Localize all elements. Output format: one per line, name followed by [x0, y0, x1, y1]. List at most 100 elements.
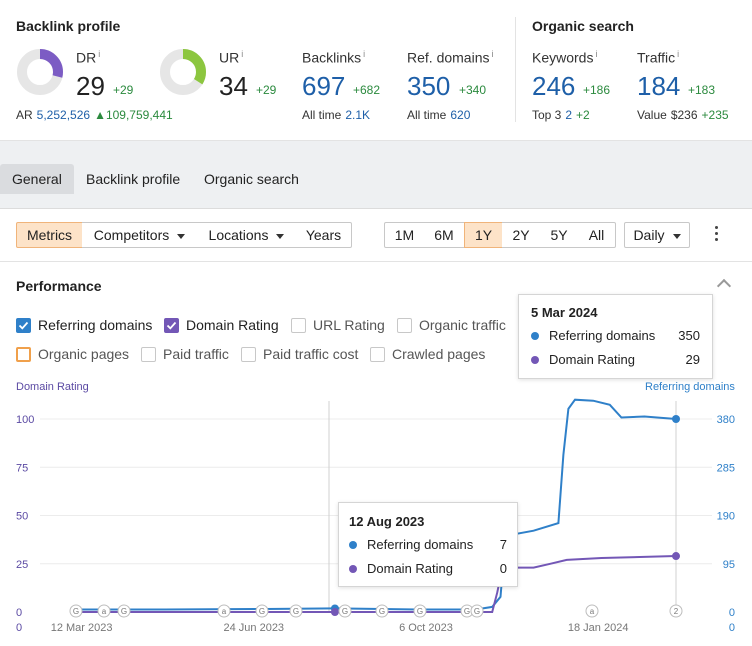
range-all-button[interactable]: All [578, 222, 616, 248]
left-tick-label: 25 [16, 559, 28, 571]
event-marker-label: G [259, 607, 265, 616]
years-button[interactable]: Years [296, 222, 352, 248]
range-1m-button[interactable]: 1M [384, 222, 425, 248]
event-marker-label: G [379, 607, 385, 616]
traffic-label[interactable]: Traffic i [637, 49, 680, 66]
event-marker-icon [669, 604, 683, 618]
checkbox-crawled-pages[interactable]: Crawled pages [370, 346, 490, 364]
ur-label[interactable]: UR i [219, 49, 244, 66]
traffic-value[interactable]: 184 [637, 71, 681, 101]
event-marker-label: a [590, 607, 595, 616]
event-marker-icon [69, 604, 83, 618]
range-5y-button[interactable]: 5Y [540, 222, 579, 248]
range-2y-button[interactable]: 2Y [502, 222, 541, 248]
tab-backlink-profile[interactable]: Backlink profile [86, 171, 181, 187]
tab-general[interactable]: General [0, 164, 74, 194]
interval-dropdown[interactable]: Daily [624, 222, 690, 248]
keywords-value[interactable]: 246 [532, 71, 576, 101]
event-marker-icon [338, 604, 352, 618]
event-marker-icon [375, 604, 389, 618]
ur-value[interactable]: 34 [219, 71, 248, 101]
checkbox-paid-traffic-cost[interactable]: Paid traffic cost [241, 346, 366, 364]
checkbox-organic-pages[interactable]: Organic pages [16, 346, 136, 364]
more-options-icon[interactable] [711, 226, 721, 246]
backlinks-label[interactable]: Backlinks i [302, 49, 366, 66]
left-tick-label: 100 [16, 414, 34, 426]
checkbox-empty-icon [291, 318, 306, 333]
chevron-up-icon[interactable] [716, 278, 732, 294]
dr-label[interactable]: DR i [76, 49, 101, 66]
event-marker-label: G [121, 607, 127, 616]
divider [0, 261, 752, 262]
ref-domains-alltime: All time 620 [407, 108, 471, 122]
hover-point [330, 608, 339, 616]
backlinks-delta: +682 [353, 83, 381, 97]
competitors-dropdown[interactable]: Competitors [82, 222, 198, 248]
chevron-down-icon [672, 233, 681, 239]
event-marker-icon [117, 604, 131, 618]
backlinks-alltime: All time 2.1K [302, 108, 371, 122]
event-marker-label: G [417, 607, 423, 616]
dr-donut-icon [17, 49, 63, 95]
event-marker-label: G [464, 607, 470, 616]
tab-organic-search[interactable]: Organic search [204, 171, 299, 187]
range-6m-button[interactable]: 6M [424, 222, 465, 248]
range-1y-button[interactable]: 1Y [464, 222, 503, 248]
event-marker-label: 2 [674, 607, 679, 616]
checkbox-domain-rating[interactable]: Domain Rating [164, 317, 284, 335]
keywords-top3: Top 3 2 +2 [532, 108, 590, 122]
performance-title: Performance [16, 278, 102, 294]
event-marker-icon [217, 604, 231, 618]
event-marker-icon [413, 604, 427, 618]
chevron-down-icon [177, 233, 186, 239]
series-line-domain-rating [70, 555, 677, 613]
checkbox-checked-icon [16, 318, 31, 333]
checkbox-empty-icon [397, 318, 412, 333]
event-marker-label: G [293, 607, 299, 616]
ur-donut-icon [160, 49, 206, 95]
x-tick-label: 24 Jun 2023 [224, 622, 285, 634]
backlink-profile-title: Backlink profile [16, 18, 121, 34]
locations-dropdown[interactable]: Locations [197, 222, 297, 248]
right-tick-label: 95 [723, 559, 735, 571]
traffic-value-row: Value $236 +235 [637, 108, 729, 122]
checkbox-empty-icon [241, 347, 256, 362]
event-marker-icon [97, 604, 111, 618]
ar-delta: ▲109,759,441 [94, 108, 173, 122]
right-tick-label: 0 [729, 622, 735, 634]
left-tick-label: 0 [16, 607, 22, 619]
event-marker-label: G [342, 607, 348, 616]
summary-panel: Backlink profile DR i 29 +29 UR i 34 +29 A… [0, 0, 752, 141]
ar-value[interactable]: 5,252,526 [36, 108, 91, 122]
event-marker-label: a [102, 607, 107, 616]
left-tick-label: 75 [16, 462, 28, 474]
metrics-button[interactable]: Metrics [16, 222, 83, 248]
dr-value[interactable]: 29 [76, 71, 105, 101]
checkbox-referring-domains[interactable]: Referring domains [16, 317, 156, 335]
right-tick-label: 190 [717, 511, 735, 523]
left-tick-label: 50 [16, 511, 28, 523]
checkbox-url-rating[interactable]: URL Rating [291, 317, 391, 335]
right-tick-label: 0 [729, 607, 735, 619]
tooltip-aug-2023: 12 Aug 2023 Referring domains 7 Domain Ra… [338, 502, 518, 587]
checkbox-empty-icon [16, 347, 31, 362]
x-tick-label: 6 Oct 2023 [399, 622, 453, 634]
ref-domains-value[interactable]: 350 [407, 71, 451, 101]
ref-domains-delta: +340 [459, 83, 487, 97]
tab-bar: General Backlink profile Organic search [0, 141, 752, 209]
right-tick-label: 380 [717, 414, 735, 426]
left-tick-label: 0 [16, 622, 22, 634]
checkbox-paid-traffic[interactable]: Paid traffic [141, 346, 236, 364]
event-marker-icon [255, 604, 269, 618]
organic-search-title: Organic search [532, 18, 634, 34]
event-marker-icon [289, 604, 303, 618]
keywords-label[interactable]: Keywords i [532, 49, 598, 66]
series-point [672, 415, 680, 423]
event-marker-icon [470, 604, 484, 618]
backlinks-value[interactable]: 697 [302, 71, 346, 101]
checkbox-organic-traffic[interactable]: Organic traffic [397, 317, 512, 335]
keywords-delta: +186 [583, 83, 611, 97]
ref-domains-label[interactable]: Ref. domains i [407, 49, 494, 66]
event-marker-label: G [73, 607, 79, 616]
